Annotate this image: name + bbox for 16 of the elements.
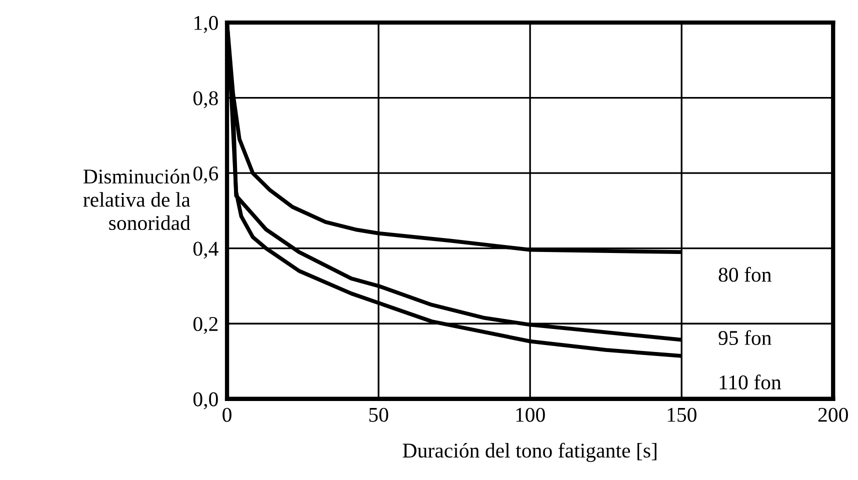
x-tick-label: 0 <box>222 408 232 422</box>
series-label: 95 fon <box>718 330 772 346</box>
x-tick-label: 50 <box>369 408 388 422</box>
x-tick-label: 100 <box>516 408 545 422</box>
y-tick-label: 1,0 <box>194 16 218 33</box>
x-axis-title: Duración del tono fatigante [s] <box>402 442 656 462</box>
y-tick-label: 0,6 <box>193 166 218 184</box>
y-tick-label: 0,8 <box>193 91 218 108</box>
y-tick-label: 0,2 <box>193 316 218 334</box>
y-tick-label: 0,4 <box>193 242 218 259</box>
y-tick-label: 0,0 <box>193 392 218 410</box>
x-tick-label: 150 <box>668 408 696 422</box>
series-label: 80 fon <box>718 266 772 282</box>
text: 110 fon <box>720 374 782 390</box>
y-axis-title: Disminución relativa de la sonoridad <box>83 168 190 230</box>
x-tick-label: 200 <box>818 408 848 422</box>
